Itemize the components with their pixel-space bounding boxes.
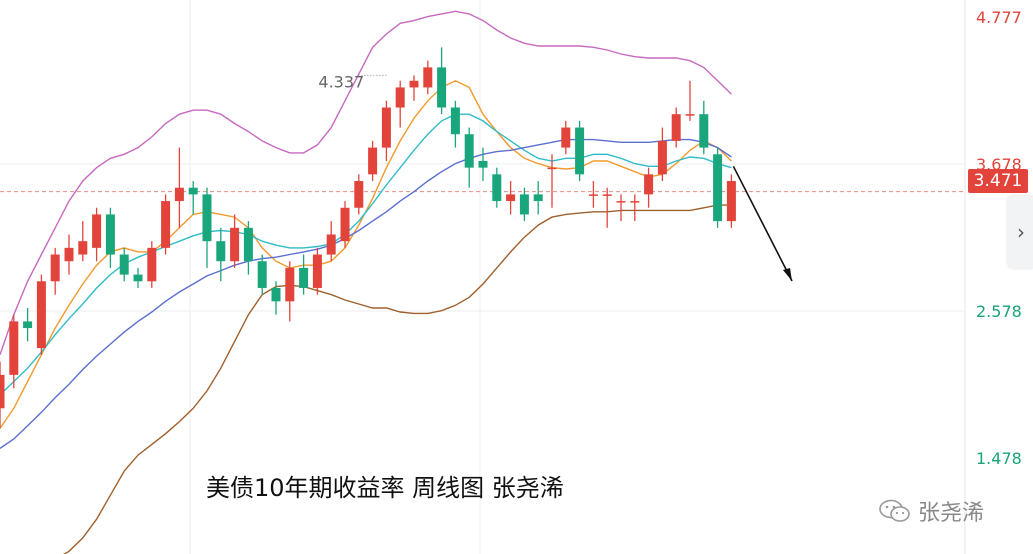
candle-body bbox=[202, 194, 212, 242]
y-tick-label: 4.777 bbox=[976, 8, 1022, 27]
y-tick-label: 2.578 bbox=[976, 302, 1022, 321]
trend-arrow-head bbox=[783, 268, 792, 281]
candle-body bbox=[78, 241, 88, 255]
candle-body bbox=[533, 194, 543, 202]
candle-body bbox=[23, 321, 33, 329]
wechat-icon bbox=[879, 499, 910, 522]
y-tick-label: 1.478 bbox=[976, 449, 1022, 468]
candle-body bbox=[630, 201, 640, 203]
candle-body bbox=[161, 201, 171, 248]
series-line-boll_lower bbox=[62, 204, 732, 554]
candle-body bbox=[561, 127, 571, 148]
candle-body bbox=[257, 261, 267, 288]
current-price-label: 3.471 bbox=[973, 171, 1023, 191]
candle-body bbox=[92, 214, 102, 248]
candle-body bbox=[657, 140, 667, 175]
candle-body bbox=[9, 321, 19, 375]
current-price-dot bbox=[727, 187, 736, 196]
candle-body bbox=[423, 67, 433, 88]
candle-body bbox=[64, 247, 74, 262]
current-price-tag: 3.471 bbox=[968, 169, 1028, 193]
trend-arrow-line bbox=[732, 165, 793, 282]
candle-body bbox=[105, 214, 115, 255]
candle-body bbox=[271, 287, 281, 302]
candle-body bbox=[326, 234, 336, 255]
candle-body bbox=[588, 194, 598, 196]
candle-body bbox=[174, 187, 184, 202]
candle-body bbox=[478, 160, 488, 168]
candle-body bbox=[243, 227, 253, 262]
candle-body bbox=[437, 67, 447, 108]
candle-body bbox=[409, 80, 419, 88]
candle-body bbox=[133, 274, 143, 282]
candle-body bbox=[726, 181, 736, 222]
chart-caption: 美债10年期收益率 周线图 张尧浠 bbox=[206, 474, 564, 502]
candle-body bbox=[230, 227, 240, 262]
candle-body bbox=[616, 201, 626, 203]
watermark-text: 张尧浠 bbox=[918, 501, 985, 526]
candle-body bbox=[519, 194, 529, 215]
candle-body bbox=[36, 281, 46, 349]
candle-body bbox=[450, 107, 460, 135]
candle-body bbox=[671, 114, 681, 141]
candle-body bbox=[119, 254, 129, 275]
candle-body bbox=[644, 174, 654, 195]
series-line-ma_slow bbox=[0, 138, 732, 449]
candle-body bbox=[340, 207, 350, 242]
candle-body bbox=[699, 114, 709, 148]
candle-body bbox=[285, 267, 295, 302]
candle-body bbox=[395, 87, 405, 108]
candle-body bbox=[50, 254, 60, 282]
watermark: 张尧浠 bbox=[878, 495, 984, 527]
candle-body bbox=[147, 247, 157, 282]
candle-body bbox=[0, 374, 5, 409]
side-panel-toggle[interactable]: › bbox=[1008, 196, 1033, 268]
chevron-right-icon: › bbox=[1017, 220, 1025, 244]
candle-body bbox=[506, 194, 516, 202]
high-annotation-label: 4.337 bbox=[318, 72, 364, 91]
candle-body bbox=[713, 154, 723, 222]
candle-body bbox=[685, 114, 695, 116]
candle-body bbox=[216, 241, 226, 262]
candle-body bbox=[368, 147, 378, 175]
series-line-ma_mid bbox=[0, 113, 732, 396]
candle-body bbox=[188, 187, 198, 195]
candle-body bbox=[575, 127, 585, 175]
candle-body bbox=[312, 254, 322, 288]
candle-body bbox=[547, 167, 557, 170]
candle-body bbox=[299, 267, 309, 288]
candle-body bbox=[464, 134, 474, 168]
series-line-ma_fast bbox=[0, 80, 732, 429]
candle-body bbox=[492, 174, 502, 202]
candle-body bbox=[381, 107, 391, 148]
candle-body bbox=[354, 181, 364, 208]
candle-body bbox=[602, 194, 612, 196]
series-line-boll_upper bbox=[0, 10, 732, 356]
